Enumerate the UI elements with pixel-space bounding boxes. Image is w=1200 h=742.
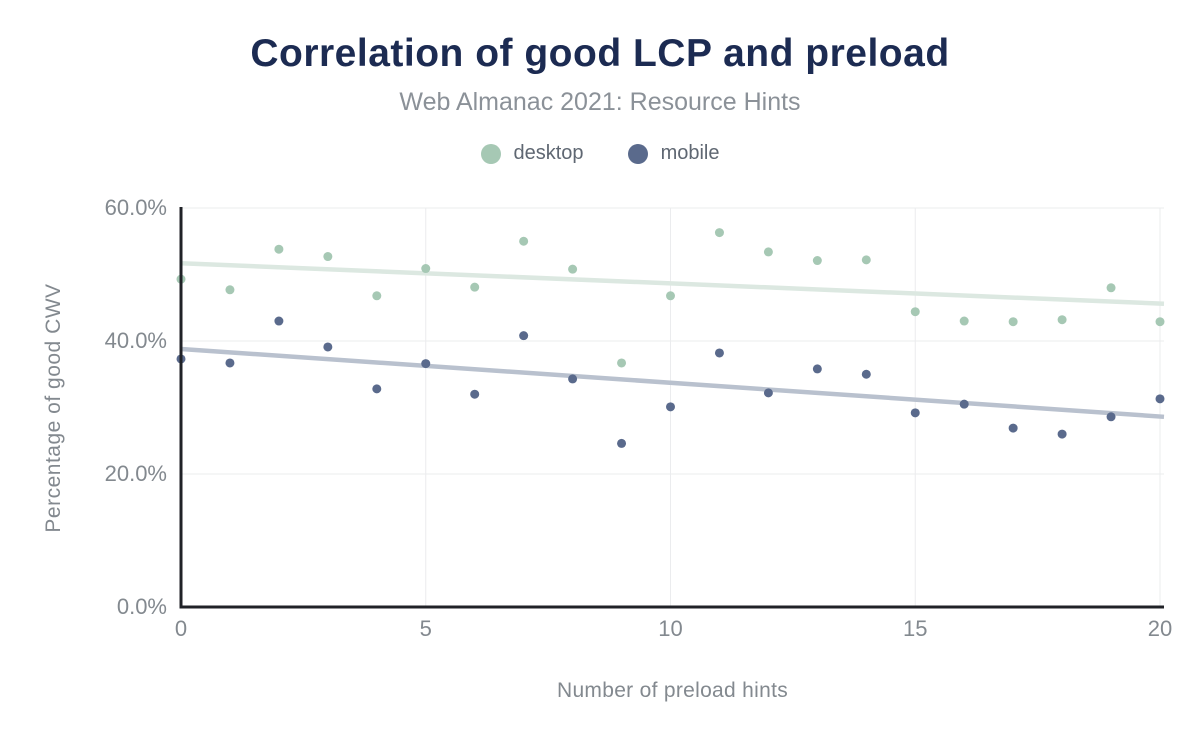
desktop-point-x7[interactable] (519, 236, 529, 246)
desktop-point-x16[interactable] (959, 316, 969, 326)
desktop-point-x10[interactable] (666, 291, 675, 301)
desktop-point-x4[interactable] (372, 291, 382, 301)
mobile-point-x3[interactable] (323, 342, 333, 352)
mobile-point-x5[interactable] (421, 359, 431, 369)
mobile-point-x4[interactable] (372, 384, 382, 394)
chart-legend: desktop mobile (0, 142, 1200, 165)
desktop-point-x12[interactable] (763, 247, 773, 257)
desktop-point-x8[interactable] (568, 264, 578, 274)
mobile-point-x9[interactable] (617, 438, 627, 448)
desktop-point-x5[interactable] (421, 264, 431, 274)
y-tick-label-20.0%: 20.0% (104, 461, 167, 486)
x-tick-label-20: 20 (1147, 616, 1173, 641)
x-tick-label-5: 5 (419, 616, 432, 641)
desktop-series-dot-icon (480, 143, 501, 164)
desktop-point-x1[interactable] (225, 285, 235, 295)
desktop-trend-line (180, 260, 1165, 307)
x-axis-title: Number of preload hints (556, 679, 789, 702)
mobile-point-x19[interactable] (1106, 412, 1116, 422)
mobile-point-x14[interactable] (861, 369, 871, 379)
mobile-point-x15[interactable] (910, 408, 920, 418)
desktop-point-x14[interactable] (861, 255, 871, 265)
y-tick-label-40.0%: 40.0% (104, 328, 167, 353)
desktop-point-x15[interactable] (910, 307, 920, 317)
mobile-trend-line (180, 346, 1165, 420)
desktop-point-x3[interactable] (323, 252, 333, 262)
desktop-point-x2[interactable] (274, 244, 284, 254)
desktop-point-x6[interactable] (470, 282, 480, 292)
mobile-point-x13[interactable] (812, 364, 822, 374)
y-tick-label-60.0%: 60.0% (104, 195, 167, 220)
mobile-point-x18[interactable] (1057, 429, 1067, 439)
desktop-point-x11[interactable] (714, 228, 724, 238)
mobile-point-x6[interactable] (470, 389, 480, 399)
desktop-point-x19[interactable] (1106, 283, 1116, 293)
chart-title: Correlation of good LCP and preload (250, 32, 950, 75)
mobile-point-x7[interactable] (519, 331, 529, 341)
mobile-point-x10[interactable] (666, 402, 675, 412)
legend-label-mobile: mobile (660, 142, 720, 164)
x-tick-label-15: 15 (903, 616, 928, 641)
legend-item-desktop[interactable]: desktop (480, 142, 584, 165)
mobile-series-dot-icon (627, 143, 648, 164)
mobile-point-x2[interactable] (274, 316, 284, 326)
desktop-point-x20[interactable] (1155, 317, 1165, 327)
desktop-point-x18[interactable] (1057, 315, 1067, 325)
chart-subtitle: Web Almanac 2021: Resource Hints (399, 88, 801, 116)
x-tick-label-0: 0 (174, 616, 188, 641)
desktop-point-x17[interactable] (1008, 317, 1018, 327)
mobile-point-x17[interactable] (1008, 423, 1018, 433)
mobile-point-x1[interactable] (225, 358, 235, 368)
mobile-point-x16[interactable] (959, 399, 969, 409)
x-tick-label-10: 10 (658, 616, 683, 641)
desktop-point-x13[interactable] (812, 256, 822, 266)
mobile-point-x20[interactable] (1155, 394, 1165, 404)
legend-label-desktop: desktop (513, 142, 584, 164)
y-tick-label-0.0%: 0.0% (116, 594, 167, 619)
mobile-point-x12[interactable] (763, 388, 773, 398)
desktop-point-x9[interactable] (617, 358, 627, 368)
mobile-point-x11[interactable] (714, 348, 724, 358)
legend-item-mobile[interactable]: mobile (627, 142, 720, 165)
mobile-point-x8[interactable] (568, 374, 578, 384)
